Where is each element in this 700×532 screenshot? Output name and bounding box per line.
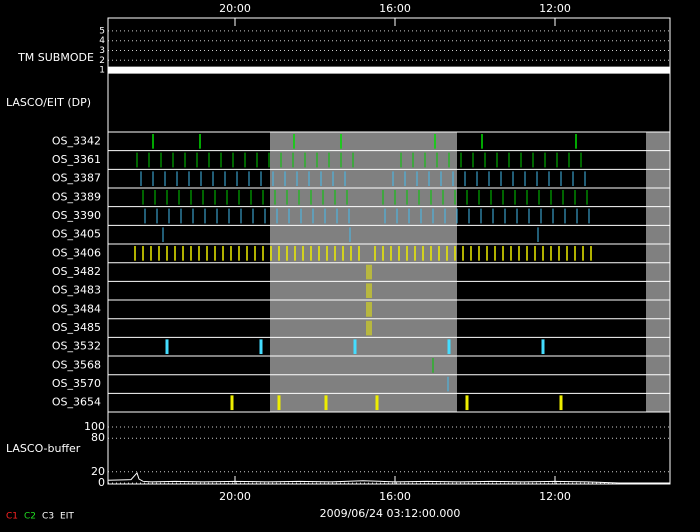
row-label: OS_3406 xyxy=(52,246,101,259)
row-label: OS_3390 xyxy=(52,209,101,222)
y-tick-label: 80 xyxy=(91,431,105,444)
row-label: OS_3568 xyxy=(52,358,101,371)
x-tick-label: 20:00 xyxy=(219,2,251,15)
y-tick-label: 4 xyxy=(99,36,105,46)
tm-label: TM SUBMODE xyxy=(17,51,94,64)
y-tick-label: 20 xyxy=(91,465,105,478)
x-tick-label: 12:00 xyxy=(539,2,571,15)
y-tick-label: 0 xyxy=(98,476,105,489)
legend-entry: C2 xyxy=(24,512,36,522)
buffer-line xyxy=(107,471,670,484)
row-label: OS_3484 xyxy=(52,302,101,315)
row-label: OS_3482 xyxy=(52,265,101,278)
row-label: OS_3654 xyxy=(52,396,101,409)
plot-frame xyxy=(107,17,671,485)
y-tick-label: 100 xyxy=(84,420,105,433)
row-label: OS_3485 xyxy=(52,321,101,334)
y-tick-label: 2 xyxy=(99,56,105,66)
legend-entry: C1 xyxy=(6,512,18,522)
shaded-interval xyxy=(270,132,457,413)
row-label: OS_3387 xyxy=(52,172,101,185)
row-label: OS_3483 xyxy=(52,284,101,297)
legend-entry: EIT xyxy=(60,512,74,522)
buffer-label: LASCO-buffer xyxy=(6,442,81,455)
row-label: OS_3405 xyxy=(52,228,101,241)
row-label: OS_3570 xyxy=(52,377,101,390)
section-label: LASCO/EIT (DP) xyxy=(6,96,91,109)
x-tick-label: 16:00 xyxy=(379,490,411,503)
shaded-interval xyxy=(646,132,670,413)
row-label: OS_3532 xyxy=(52,340,101,353)
row-label: OS_3389 xyxy=(52,190,101,203)
x-tick-label: 12:00 xyxy=(539,490,571,503)
row-label: OS_3361 xyxy=(52,153,101,166)
x-tick-label: 16:00 xyxy=(379,2,411,15)
y-tick-label: 5 xyxy=(99,26,105,36)
y-tick-label: 3 xyxy=(99,46,105,56)
x-label: 2009/06/24 03:12:00.000 xyxy=(320,507,461,520)
y-tick-label: 1 xyxy=(99,66,105,76)
row-label: OS_3342 xyxy=(52,134,101,147)
legend-entry: C3 xyxy=(42,512,54,522)
x-tick-label: 20:00 xyxy=(219,490,251,503)
